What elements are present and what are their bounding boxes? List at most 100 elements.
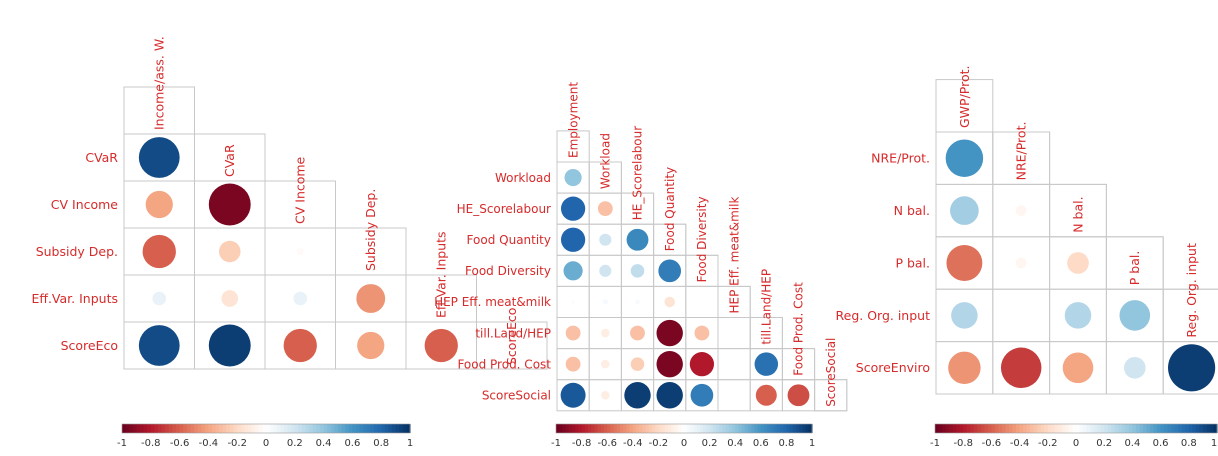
colorbar-segment	[366, 424, 371, 433]
colorbar-segment	[266, 424, 271, 433]
colorbar-segment	[998, 424, 1003, 433]
colorbar-segment	[770, 424, 775, 433]
colorbar-segment	[122, 424, 127, 433]
colorbar-segment	[226, 424, 231, 433]
correlation-circle	[565, 325, 581, 341]
colorbar-segment	[680, 424, 685, 433]
correlation-circle	[690, 383, 714, 407]
correlation-circle	[664, 296, 675, 308]
colorbar-segment	[626, 424, 631, 433]
colorbar-segment	[629, 424, 634, 433]
colorbar-segment	[738, 424, 743, 433]
diagonal-cell	[653, 223, 687, 256]
colorbar-segment	[1202, 424, 1208, 433]
colorbar-segment	[1135, 424, 1141, 433]
colorbar-segment	[183, 424, 188, 433]
row-label: NRE/Prot.	[871, 151, 930, 166]
colorbar-tick-label: -1	[551, 438, 561, 449]
colorbar-segment	[575, 424, 579, 433]
colorbar-segment	[215, 424, 220, 433]
correlation-circle	[599, 264, 612, 277]
colorbar-segment	[219, 424, 224, 433]
colorbar-segment	[565, 424, 570, 433]
colorbar-segment	[668, 424, 672, 433]
colorbar-segment	[356, 424, 361, 433]
colorbar-segment	[1142, 424, 1148, 433]
colorbar-segment	[780, 424, 784, 433]
row-label: Subsidy Dep.	[36, 244, 118, 259]
colorbar-segment	[776, 424, 781, 433]
correlation-circle	[630, 357, 645, 371]
colorbar-segment	[258, 424, 263, 433]
colorbar-segment	[244, 424, 249, 433]
colorbar-segment	[1185, 424, 1190, 433]
colorbar-segment	[1171, 424, 1176, 433]
colorbar-segment	[945, 424, 950, 433]
colorbar-segment	[1128, 424, 1133, 433]
colorbar-segment	[607, 424, 611, 433]
colorbar-segment	[991, 424, 996, 433]
diagonal-cell	[685, 254, 719, 287]
column-label: NRE/Prot.	[1014, 122, 1029, 181]
colorbar-segment	[388, 424, 393, 433]
correlation-circle	[635, 299, 640, 305]
colorbar-segment	[320, 424, 325, 433]
colorbar-segment	[208, 424, 213, 433]
colorbar-segment	[140, 424, 145, 433]
colorbar-segment	[298, 424, 303, 433]
colorbar-segment	[1195, 424, 1200, 433]
diagonal-cell	[556, 130, 590, 163]
colorbar-segment	[1164, 424, 1169, 433]
colorbar-segment	[370, 424, 375, 433]
correlation-circle	[689, 352, 715, 377]
colorbar-segment	[716, 424, 720, 433]
correlation-circle	[1015, 257, 1027, 269]
colorbar-segment	[240, 424, 245, 433]
colorbar-segment	[1132, 424, 1137, 433]
colorbar-segment	[1100, 424, 1105, 433]
colorbar-segment	[172, 424, 177, 433]
row-label: N bal.	[894, 203, 930, 218]
colorbar-segment	[233, 424, 238, 433]
colorbar-tick-label: 0	[681, 438, 687, 449]
colorbar-segment	[1206, 424, 1211, 433]
colorbar-segment	[805, 424, 810, 433]
correlation-circle	[597, 201, 613, 217]
colorbar-segment	[1125, 424, 1130, 433]
colorbar-segment	[1037, 424, 1042, 433]
colorbar-segment	[757, 424, 762, 433]
colorbar-segment	[1065, 424, 1070, 433]
colorbar-segment	[1114, 424, 1119, 433]
colorbar-segment	[302, 424, 307, 433]
colorbar-segment	[1068, 424, 1074, 433]
column-label: HE_Scorelabour	[631, 126, 645, 220]
colorbar-segment	[1160, 424, 1165, 433]
colorbar-segment	[703, 424, 707, 433]
colorbar-segment	[395, 424, 400, 433]
correlation-circle	[208, 324, 251, 367]
row-label: HE_Scorelabour	[457, 202, 551, 216]
correlation-circle	[945, 139, 984, 177]
colorbar-segment	[323, 424, 328, 433]
row-label: Eff.Var. Inputs	[31, 291, 118, 306]
correlation-circle	[733, 332, 735, 334]
column-label: N bal.	[1070, 196, 1085, 232]
diagonal-cell	[335, 227, 407, 276]
colorbar-segment	[984, 424, 989, 433]
colorbar-segment	[652, 424, 656, 433]
correlation-circle	[755, 384, 777, 406]
colorbar-segment	[808, 424, 813, 433]
colorbar-segment	[129, 424, 134, 433]
colorbar-segment	[949, 424, 954, 433]
correlation-circle	[694, 325, 710, 341]
correlation-circle	[601, 328, 610, 338]
colorbar-segment	[269, 424, 274, 433]
colorbar-tick-label: 0	[1073, 438, 1079, 449]
colorbar-tick-label: -0.8	[141, 438, 161, 449]
colorbar-tick-label: -0.6	[597, 438, 617, 449]
colorbar-segment	[338, 424, 343, 433]
colorbar-segment	[671, 424, 675, 433]
colorbar-segment	[402, 424, 407, 433]
colorbar-segment	[935, 424, 940, 433]
colorbar-segment	[1026, 424, 1031, 433]
